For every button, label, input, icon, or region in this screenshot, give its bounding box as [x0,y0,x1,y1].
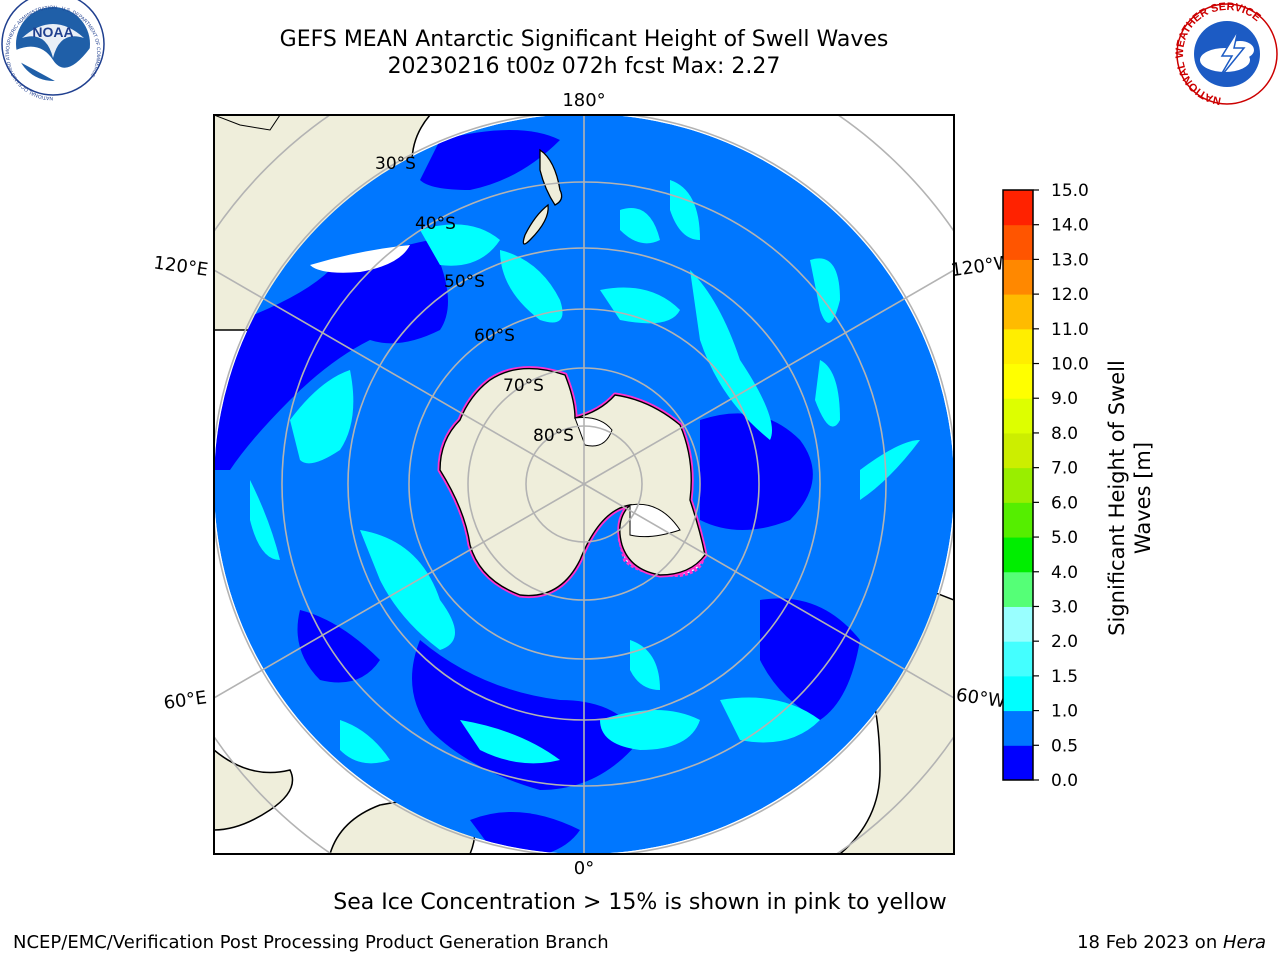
footer-branch: NCEP/EMC/Verification Post Processing Pr… [13,932,609,953]
madagascar-land [214,749,294,831]
colorbar-tick-label: 5.0 [1051,528,1078,548]
colorbar-segment [1003,710,1033,746]
colorbar-tick-label: 0.5 [1051,736,1078,756]
colorbar-segment [1003,363,1033,399]
colorbar-segment [1003,606,1033,642]
colorbar-segment [1003,675,1033,712]
colorbar-segment [1003,537,1033,573]
colorbar-tick-label: 15.0 [1051,181,1089,201]
colorbar-tick-label: 9.0 [1051,389,1078,409]
lat-label-30s: 30°S [375,154,416,174]
colorbar-tick-label: 10.0 [1051,355,1089,375]
noaa-logo: NOAA NATIONAL OCEANIC AND ATMOSPHERIC AD… [1,0,105,101]
colorbar-tick-label: 6.0 [1051,493,1078,513]
map-area [214,115,954,854]
new-zealand-south [522,203,549,245]
colorbar-tick-label: 7.0 [1051,459,1078,479]
footer-host: Hera [1222,932,1266,953]
lon-label-0: 0° [574,858,594,879]
sea-ice-note: Sea Ice Concentration > 15% is shown in … [333,890,947,915]
footer-date: 18 Feb 2023 on Hera [1077,932,1266,953]
colorbar-segment [1003,294,1033,330]
colorbar-segment [1003,259,1033,295]
lon-label-120e: 120°E [152,252,209,280]
map-title: GEFS MEAN Antarctic Significant Height o… [279,27,889,52]
colorbar-segment [1003,432,1033,469]
colorbar-tick-label: 3.0 [1051,597,1078,617]
colorbar-frame [1002,189,1034,781]
colorbar-segment [1003,467,1033,503]
antarctica-land [439,367,706,597]
colorbar-segment [1003,571,1033,607]
map-subtitle-run: 20230216 t00z 072h fcst Max: 2.27 [387,54,781,79]
nws-logo: NATIONAL WEATHER SERVICE [1174,1,1278,107]
colorbar-tick-label: 4.0 [1051,563,1078,583]
graticule [214,115,954,854]
lat-label-80s: 80°S [533,426,574,446]
colorbar-label: Significant Height of Swell Waves [m] [1105,360,1155,636]
lat-label-40s: 40°S [415,214,456,234]
colorbar: 15.0 14.0 13.0 12.0 11.0 10.0 9.0 8.0 7.0 6.0 5.0 4… [1002,181,1089,791]
colorbar-tick-label: 1.0 [1051,702,1078,722]
colorbar-tick-label: 1.5 [1051,667,1078,687]
lon-label-180: 180° [562,90,605,111]
colorbar-tick-label: 13.0 [1051,250,1089,270]
map-frame [213,114,955,855]
colorbar-tick-label: 11.0 [1051,320,1089,340]
colorbar-segment [1003,190,1033,226]
lat-labels: 30°S 40°S 50°S 60°S 70°S 80°S [375,154,574,446]
footer-date-text: 18 Feb 2023 on [1077,932,1223,953]
noaa-logo-text: NOAA [32,24,73,40]
colorbar-tick-label: 8.0 [1051,424,1078,444]
colorbar-tick-label: 2.0 [1051,632,1078,652]
lon-label-60e: 60°E [162,687,208,714]
colorbar-segment [1003,328,1033,365]
colorbar-segment [1003,398,1033,434]
colorbar-segment [1003,502,1033,538]
lat-label-60s: 60°S [474,326,515,346]
colorbar-segment [1003,224,1033,260]
colorbar-tick-label: 14.0 [1051,216,1089,236]
lon-label-60w: 60°W [955,685,1007,713]
colorbar-segment [1003,745,1033,781]
lat-label-70s: 70°S [503,376,544,396]
colorbar-tick-label: 12.0 [1051,285,1089,305]
colorbar-segment [1003,641,1033,677]
colorbar-tick-label: 0.0 [1051,771,1078,791]
lat-label-50s: 50°S [444,272,485,292]
